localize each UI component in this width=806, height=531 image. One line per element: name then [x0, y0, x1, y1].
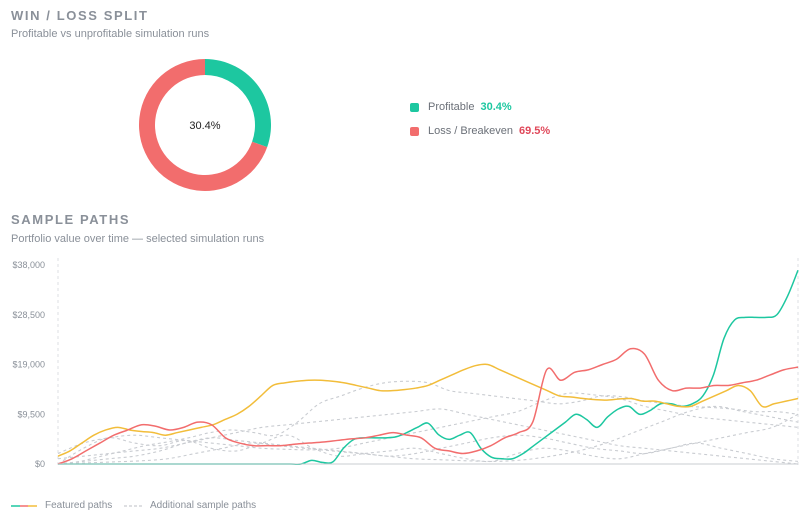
sample-path	[57, 434, 799, 465]
legend-item-profitable: Profitable 30.4%	[410, 101, 512, 113]
donut-center-label: 30.4%	[189, 120, 220, 132]
additional-paths-swatch	[124, 504, 142, 507]
legend-label-loss: Loss / Breakeven	[428, 125, 513, 137]
win-loss-title: WIN / LOSS SPLIT	[11, 8, 149, 23]
legend-value-profitable: 30.4%	[480, 101, 512, 113]
sample-path	[57, 405, 799, 465]
donut-slice-profitable	[205, 59, 271, 148]
legend-label-profitable: Profitable	[428, 101, 475, 113]
sample-paths-title: SAMPLE PATHS	[11, 212, 131, 227]
sample-path	[57, 408, 799, 465]
additional-paths-label: Additional sample paths	[150, 500, 257, 511]
y-tick-label: $28,500	[12, 310, 45, 320]
legend-value-loss: 69.5%	[519, 125, 551, 137]
y-tick-label: $0	[35, 459, 45, 469]
legend-featured-paths: Featured paths	[11, 500, 112, 511]
featured-paths-swatch	[11, 504, 37, 507]
y-tick-label: $38,000	[12, 260, 45, 270]
featured-path-red	[57, 347, 799, 465]
legend-item-loss: Loss / Breakeven 69.5%	[410, 125, 550, 137]
legend-additional-paths: Additional sample paths	[124, 500, 256, 511]
featured-path-gold	[57, 363, 799, 457]
legend-swatch-loss	[410, 126, 419, 136]
win-loss-donut-chart: 30.4%	[139, 59, 271, 191]
legend-swatch-profitable	[410, 102, 419, 112]
y-tick-label: $19,000	[12, 360, 45, 370]
sample-paths-line-chart: $0 $9,500 $19,000 $28,500 $38,000	[12, 258, 799, 469]
featured-paths-label: Featured paths	[45, 500, 113, 511]
sample-paths-subtitle: Portfolio value over time — selected sim…	[11, 233, 265, 245]
win-loss-subtitle: Profitable vs unprofitable simulation ru…	[11, 28, 210, 40]
y-tick-label: $9,500	[17, 409, 45, 419]
